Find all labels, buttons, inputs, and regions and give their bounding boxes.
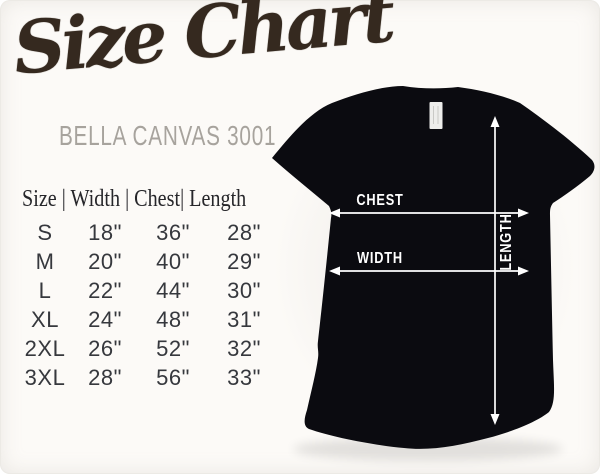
table-row: 3XL 28" 56" 33": [18, 363, 280, 392]
cell-width: 26": [88, 336, 122, 361]
table-row: XL 24" 48" 31": [18, 305, 280, 334]
cell-length: 32": [227, 336, 261, 361]
cell-width: 22": [88, 278, 122, 303]
cell-length: 33": [227, 365, 261, 390]
width-arrow: [329, 266, 529, 276]
cell-chest: 48": [156, 307, 190, 332]
table-row: S 18" 36" 28": [18, 218, 280, 247]
table-row: L 22" 44" 30": [18, 276, 280, 305]
cell-size: M: [35, 249, 55, 274]
cell-chest: 36": [156, 220, 190, 245]
size-table-body: S 18" 36" 28" M 20" 40" 29" L 22" 44" 30…: [18, 218, 280, 392]
cell-width: 28": [88, 365, 122, 390]
tshirt-shape: [272, 86, 595, 449]
cell-size: XL: [31, 307, 59, 332]
cell-size: S: [37, 220, 53, 245]
chest-label: CHEST: [356, 192, 403, 210]
cell-width: 20": [88, 249, 122, 274]
cell-size: 2XL: [24, 336, 66, 361]
cell-chest: 56": [156, 365, 190, 390]
width-label: WIDTH: [357, 250, 403, 268]
neck-label: [429, 102, 443, 129]
cell-length: 31": [227, 307, 261, 332]
brand-subtitle: BELLA CANVAS 3001: [59, 120, 277, 151]
cell-width: 18": [88, 220, 122, 245]
cell-length: 30": [227, 278, 261, 303]
length-label: LENGTH: [498, 213, 516, 270]
cell-width: 24": [88, 307, 122, 332]
table-row: 2XL 26" 52" 32": [18, 334, 280, 363]
size-table-header: Size | Width | Chest| Length: [22, 186, 247, 212]
chest-arrow: [329, 208, 529, 218]
cell-chest: 44": [156, 278, 190, 303]
cell-size: 3XL: [24, 365, 66, 390]
length-arrow: [490, 116, 500, 425]
cell-length: 28": [227, 220, 261, 245]
cell-length: 29": [227, 249, 261, 274]
cell-chest: 52": [156, 336, 190, 361]
cell-size: L: [38, 278, 52, 303]
shirt-shadow: [293, 437, 563, 461]
table-row: M 20" 40" 29": [18, 247, 280, 276]
cell-chest: 40": [156, 249, 190, 274]
